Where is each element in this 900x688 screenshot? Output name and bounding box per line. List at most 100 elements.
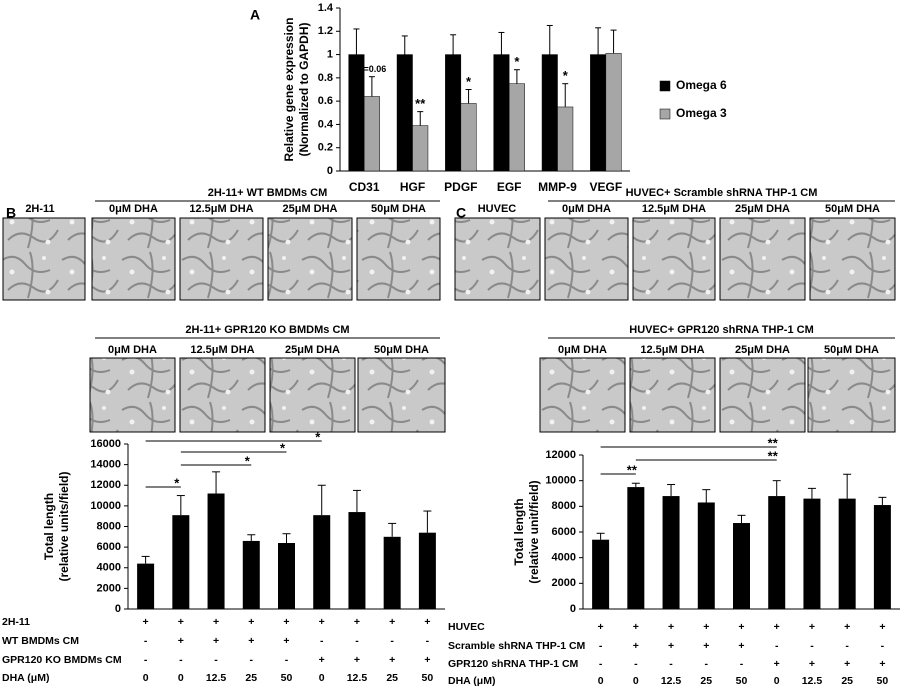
treatment-cell: - bbox=[214, 654, 218, 666]
panel-letter: C bbox=[456, 205, 466, 221]
y-tick-label: 6000 bbox=[97, 541, 121, 553]
bar bbox=[172, 515, 190, 609]
micrograph bbox=[719, 217, 806, 301]
treatment-cell: - bbox=[810, 640, 814, 652]
micrograph bbox=[719, 357, 806, 433]
legend-label: Omega 3 bbox=[676, 106, 727, 120]
image-label: 25μM DHA bbox=[282, 203, 337, 215]
treatment-cell: 12.5 bbox=[347, 672, 368, 684]
treatment-cell: - bbox=[179, 654, 183, 666]
treatment-cell: + bbox=[213, 616, 219, 628]
significance: * bbox=[563, 68, 569, 83]
image-label: 0μM DHA bbox=[109, 203, 158, 215]
treatment-cell: - bbox=[740, 658, 744, 670]
treatment-cell: - bbox=[250, 654, 254, 666]
micrograph bbox=[629, 357, 716, 433]
y-tick-label: 16000 bbox=[90, 438, 121, 450]
bar bbox=[838, 498, 856, 609]
treatment-cell: + bbox=[424, 654, 430, 666]
treatment-cell: + bbox=[668, 640, 674, 652]
treatment-cell: + bbox=[283, 616, 289, 628]
bar bbox=[627, 487, 645, 609]
treatment-cell: + bbox=[598, 621, 604, 633]
y-tick-label: 8000 bbox=[97, 520, 121, 532]
bar bbox=[396, 54, 413, 172]
treatment-cell: + bbox=[354, 616, 360, 628]
treatment-cell: + bbox=[283, 635, 289, 647]
treatment-cell: + bbox=[248, 635, 254, 647]
y-tick-label: 10000 bbox=[545, 475, 576, 487]
treatment-cell: + bbox=[178, 635, 184, 647]
treatment-cell: + bbox=[668, 621, 674, 633]
treatment-cell: + bbox=[879, 621, 885, 633]
y-tick-label: 4000 bbox=[97, 562, 121, 574]
bar bbox=[445, 54, 462, 172]
micrograph bbox=[269, 357, 356, 433]
y-tick-label: 8000 bbox=[552, 500, 576, 512]
bar bbox=[590, 54, 607, 172]
treatment-cell: 50 bbox=[877, 675, 889, 687]
micrograph bbox=[89, 357, 176, 433]
treatment-cell: + bbox=[703, 621, 709, 633]
micrograph bbox=[179, 217, 264, 301]
micrograph bbox=[356, 217, 441, 301]
treatment-cell: 0 bbox=[143, 672, 149, 684]
treatment-cell: 50 bbox=[736, 675, 748, 687]
image-label: 2H-11 bbox=[25, 203, 54, 215]
y-axis-label: (Normalized to GAPDH) bbox=[297, 22, 311, 156]
bar bbox=[363, 96, 380, 172]
legend-swatch bbox=[659, 108, 671, 120]
y-tick-label: 0 bbox=[570, 603, 576, 615]
bar bbox=[541, 54, 558, 172]
treatment-cell: + bbox=[319, 616, 325, 628]
treatment-cell: + bbox=[703, 640, 709, 652]
micrograph bbox=[454, 217, 541, 301]
treatment-cell: 0 bbox=[319, 672, 325, 684]
group-header: HUVEC+ Scramble shRNA THP-1 CM bbox=[626, 187, 818, 199]
panel-letter: A bbox=[250, 7, 260, 23]
micrograph bbox=[91, 217, 176, 301]
y-tick-label: 1.2 bbox=[318, 25, 333, 37]
treatment-cell: - bbox=[634, 658, 638, 670]
x-tick-label: VEGF bbox=[589, 180, 622, 194]
y-tick-label: 1 bbox=[327, 48, 333, 60]
y-tick-label: 6000 bbox=[552, 526, 576, 538]
bar bbox=[383, 536, 401, 609]
significance: * bbox=[245, 453, 251, 468]
treatment-cell: + bbox=[774, 658, 780, 670]
treatment-cell: + bbox=[738, 640, 744, 652]
significance: * bbox=[466, 74, 472, 89]
panel-letter: B bbox=[6, 205, 16, 221]
significance: P=0.06 bbox=[358, 64, 387, 74]
legend-label: Omega 6 bbox=[676, 78, 727, 92]
treatment-label: WT BMDMs CM bbox=[2, 635, 79, 647]
treatment-cell: + bbox=[424, 616, 430, 628]
y-tick-label: 2000 bbox=[552, 577, 576, 589]
treatment-cell: + bbox=[633, 640, 639, 652]
treatment-cell: 12.5 bbox=[802, 675, 823, 687]
y-tick-label: 0.4 bbox=[318, 118, 334, 130]
bar bbox=[460, 103, 477, 172]
bar bbox=[313, 515, 331, 609]
y-tick-label: 0.8 bbox=[318, 72, 333, 84]
image-label: 25μM DHA bbox=[735, 344, 790, 356]
x-tick-label: MMP-9 bbox=[538, 180, 577, 194]
treatment-cell: - bbox=[285, 654, 289, 666]
y-tick-label: 10000 bbox=[90, 500, 121, 512]
micrograph bbox=[807, 357, 896, 433]
treatment-label: DHA (μM) bbox=[2, 672, 49, 684]
treatment-cell: 50 bbox=[422, 672, 434, 684]
treatment-cell: - bbox=[669, 658, 673, 670]
treatment-cell: - bbox=[390, 635, 394, 647]
treatment-cell: + bbox=[809, 621, 815, 633]
treatment-cell: + bbox=[248, 616, 254, 628]
legend-swatch bbox=[659, 80, 671, 92]
x-tick-label: PDGF bbox=[444, 180, 477, 194]
bar bbox=[605, 53, 622, 172]
significance: ** bbox=[627, 462, 638, 477]
bar bbox=[242, 540, 260, 609]
treatment-cell: + bbox=[213, 635, 219, 647]
significance: * bbox=[280, 440, 286, 455]
treatment-cell: 0 bbox=[633, 675, 639, 687]
x-tick-label: EGF bbox=[497, 180, 522, 194]
